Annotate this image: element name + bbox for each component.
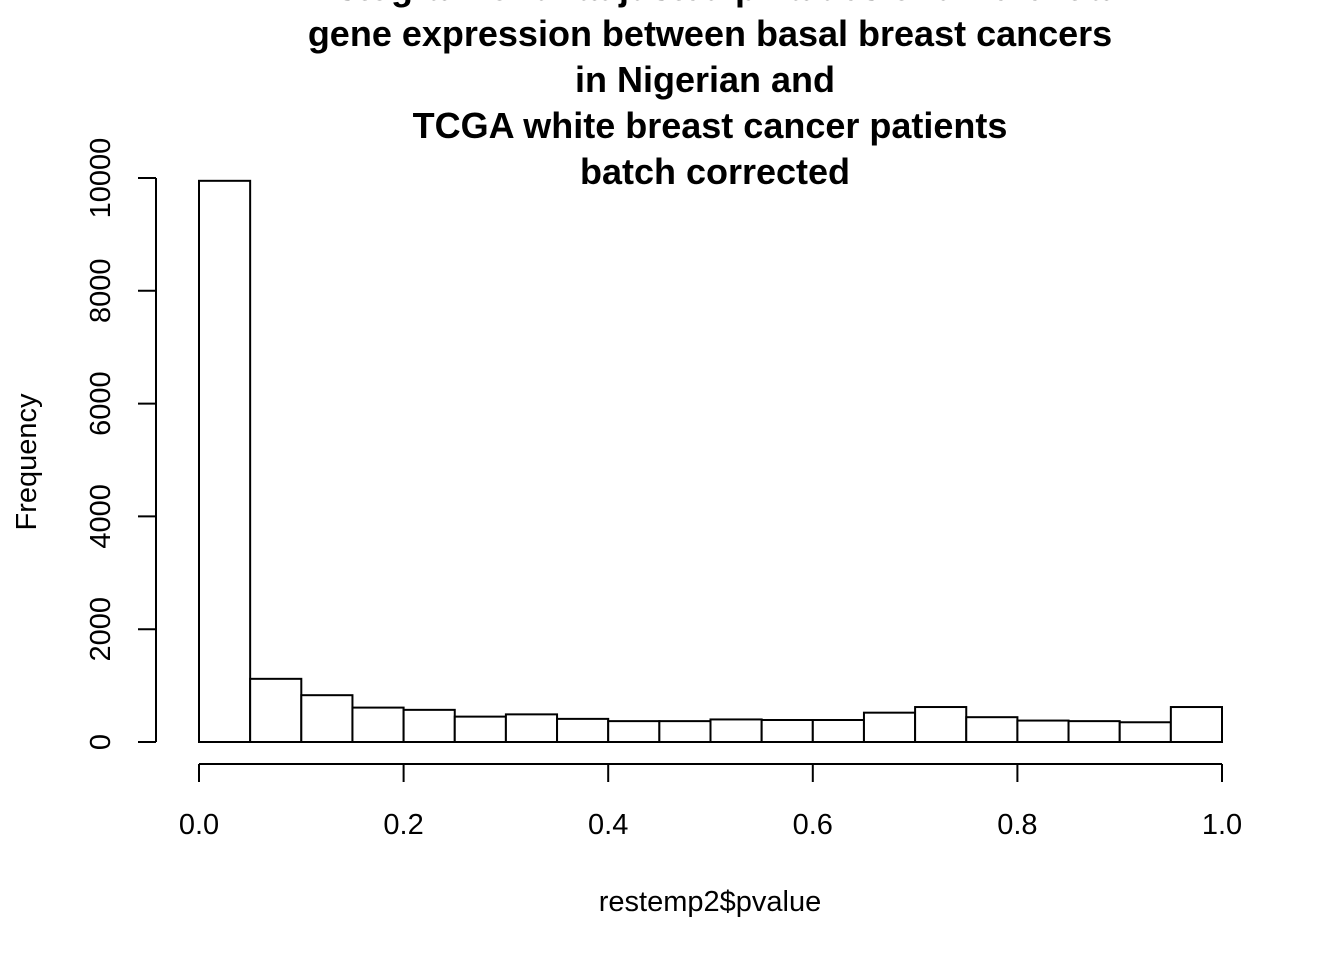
y-tick-label: 0 [85,734,117,750]
histogram-bar [351,706,405,744]
x-tick-label: 0.8 [997,809,1037,841]
y-tick-label: 2000 [85,597,117,662]
histogram-bar [914,706,968,743]
histogram-bar [1169,706,1223,743]
y-axis: 0 2000 4000 6000 8000 10000 [85,138,157,750]
histogram-bar [504,713,559,744]
histogram-bar [1067,720,1121,744]
histogram-bar [965,716,1019,744]
y-tick-label: 4000 [85,484,117,549]
histogram-bar [556,717,610,743]
histogram-bar [658,720,712,744]
histogram-bar [760,719,814,744]
chart-title-line-2: gene expression between basal breast can… [308,13,1112,54]
histogram-bar [1118,721,1172,744]
chart-title-line-3: in Nigerian and [575,59,835,100]
chart-title-line-4: TCGA white breast cancer patients [413,105,1008,146]
x-axis-label: restemp2$pvalue [599,886,821,918]
histogram-bar [607,720,661,744]
x-tick-label: 0.4 [588,809,628,841]
chart-title-line-1: Histogram of unadjusted p-values of diff… [301,0,1119,8]
histogram-bar [249,677,303,743]
chart-title: Histogram of unadjusted p-values of diff… [301,0,1119,192]
histogram-bar [198,179,252,743]
chart-title-line-5: batch corrected [580,151,850,192]
histogram-bar [862,711,917,743]
y-tick-label: 10000 [85,138,117,219]
histogram-bars [198,179,1223,744]
histogram-bar [1016,719,1070,743]
y-tick-label: 8000 [85,259,117,324]
x-tick-label: 0.6 [793,809,833,841]
x-tick-label: 0.2 [383,809,423,841]
x-tick-label: 0.0 [179,809,219,841]
histogram-bar [402,708,456,743]
histogram-bar [709,718,763,744]
histogram-bar [453,715,507,743]
x-axis: 0.0 0.2 0.4 0.6 0.8 1.0 [179,763,1242,841]
histogram-bar [300,694,354,743]
x-tick-label: 1.0 [1202,809,1242,841]
y-tick-label: 6000 [85,371,117,436]
y-axis-label: Frequency [11,393,43,531]
histogram-bar [811,719,865,744]
